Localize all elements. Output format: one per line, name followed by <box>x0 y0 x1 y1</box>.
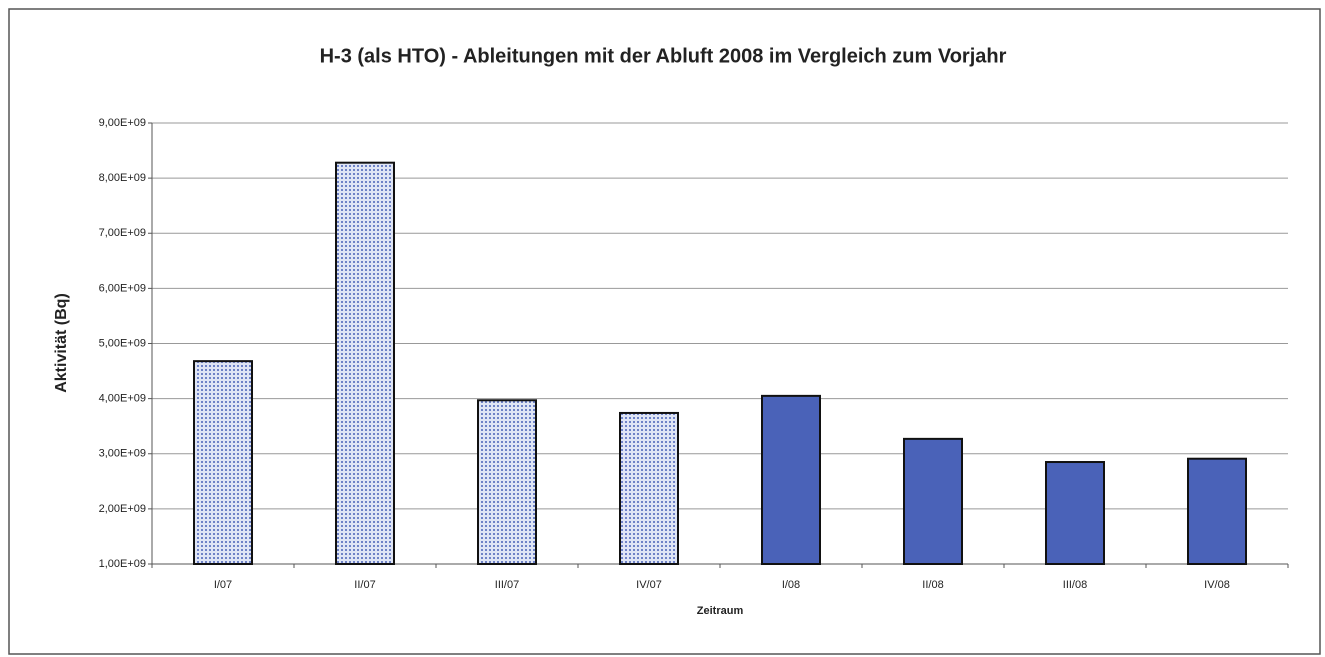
y-tick-label: 9,00E+09 <box>99 117 146 129</box>
bar <box>1045 461 1105 565</box>
bar <box>903 437 963 565</box>
y-tick-label: 4,00E+09 <box>99 393 146 405</box>
y-tick-label: 2,00E+09 <box>99 503 146 515</box>
x-tick-label: IV/07 <box>636 579 662 591</box>
bar <box>761 394 821 565</box>
x-tick-label: II/07 <box>354 579 375 591</box>
y-axis-label: Aktivität (Bq) <box>53 293 70 393</box>
bar <box>335 161 395 565</box>
bar <box>193 360 253 566</box>
x-tick-label: III/08 <box>1063 579 1087 591</box>
y-tick-label: 5,00E+09 <box>99 337 146 349</box>
y-tick-label: 6,00E+09 <box>99 282 146 294</box>
x-tick-label: I/07 <box>214 579 232 591</box>
chart-title: H-3 (als HTO) - Ableitungen mit der Ablu… <box>320 45 1007 67</box>
y-tick-label: 8,00E+09 <box>99 172 146 184</box>
bar <box>1187 457 1247 565</box>
y-tick-label: 7,00E+09 <box>99 227 146 239</box>
x-tick-label: I/08 <box>782 579 800 591</box>
x-axis-label: Zeitraum <box>697 605 744 617</box>
y-tick-label: 1,00E+09 <box>99 558 146 570</box>
x-tick-label: II/08 <box>922 579 943 591</box>
x-tick-label: IV/08 <box>1204 579 1230 591</box>
y-tick-label: 3,00E+09 <box>99 448 146 460</box>
x-tick-label: III/07 <box>495 579 519 591</box>
bar <box>477 399 537 565</box>
bar <box>619 411 679 565</box>
